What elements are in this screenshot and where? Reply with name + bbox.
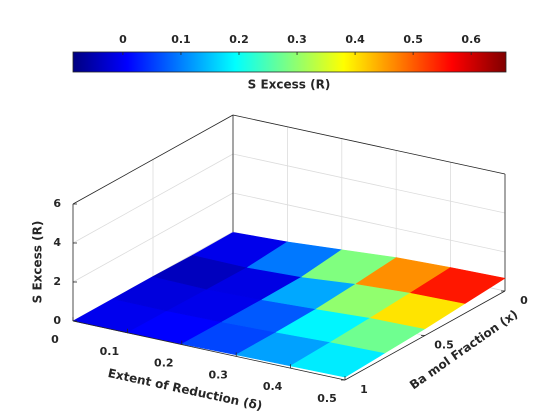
x-tick-label: 0 xyxy=(51,333,59,346)
colorbar-label: S Excess (R) xyxy=(248,78,331,92)
z-tick-label: 6 xyxy=(53,197,61,210)
colorbar xyxy=(72,51,507,73)
x-tick-label: 0.1 xyxy=(100,345,120,358)
colorbar-tick-label: 0.4 xyxy=(345,33,365,46)
z-tick-label: 0 xyxy=(53,314,61,327)
y-tick-label: 1 xyxy=(360,383,368,396)
grid-line xyxy=(232,192,506,253)
colorbar-tick-label: 0.6 xyxy=(461,33,481,46)
z-tick-label: 4 xyxy=(53,236,61,249)
surface xyxy=(72,232,506,378)
y-tick-label: 0 xyxy=(520,294,528,307)
x-tick-label: 0.4 xyxy=(263,380,283,393)
grid-line xyxy=(72,192,234,283)
colorbar-tick-label: 0.5 xyxy=(403,33,423,46)
colorbar-tick-label: 0 xyxy=(119,33,127,46)
colorbar-tick-label: 0.2 xyxy=(229,33,249,46)
colorbar-tick-label: 0.1 xyxy=(171,33,191,46)
x-tick-label: 0.2 xyxy=(154,357,174,370)
grid-line xyxy=(232,153,506,214)
axes: 0 0.1 0.2 0.3 0.4 0.5 0 0.5 1 0 2 4 6 xyxy=(51,197,528,405)
colorbar-tick-label: 0.3 xyxy=(287,33,307,46)
z-axis-label: S Excess (R) xyxy=(31,221,45,304)
surface-cell xyxy=(410,267,506,304)
x-axis xyxy=(72,320,346,381)
box-edge xyxy=(72,114,234,205)
grid-line xyxy=(72,153,234,244)
box-edge xyxy=(232,114,506,175)
x-axis-label: Extent of Reduction (δ) xyxy=(107,366,264,413)
x-tick-label: 0.3 xyxy=(208,368,228,381)
z-tick-label: 2 xyxy=(53,275,61,288)
x-tick-label: 0.5 xyxy=(317,392,337,405)
y-tick-label: 0.5 xyxy=(434,339,454,352)
